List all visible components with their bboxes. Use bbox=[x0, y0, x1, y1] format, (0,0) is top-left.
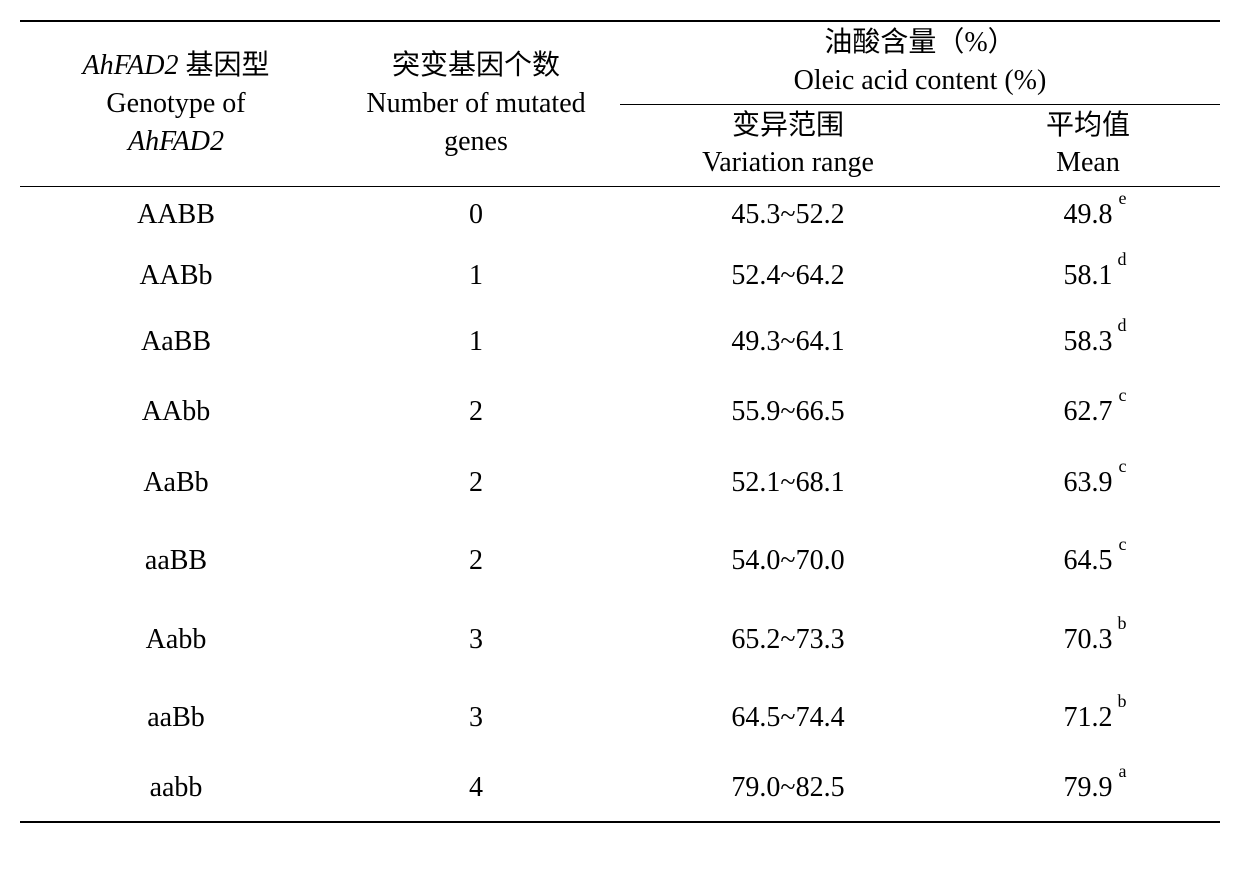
cell-mutated: 2 bbox=[332, 445, 620, 515]
cell-range: 52.1~68.1 bbox=[620, 445, 956, 515]
cell-range: 54.0~70.0 bbox=[620, 515, 956, 593]
cell-mean: 49.8 e bbox=[956, 187, 1220, 244]
mean-superscript: d bbox=[1118, 314, 1127, 337]
mean-value: 62.7 bbox=[1064, 396, 1113, 427]
cell-range: 64.5~74.4 bbox=[620, 672, 956, 750]
header-mean-en: Mean bbox=[956, 144, 1220, 186]
mean-value-wrapper: 58.3d bbox=[1064, 324, 1113, 360]
cell-range: 65.2~73.3 bbox=[620, 594, 956, 672]
mean-superscript: b bbox=[1118, 612, 1127, 635]
cell-genotype: aaBB bbox=[20, 515, 332, 593]
table-body: AABB045.3~52.249.8eAABb152.4~64.258.1dAa… bbox=[20, 187, 1220, 822]
cell-genotype: AaBb bbox=[20, 445, 332, 515]
cell-range: 49.3~64.1 bbox=[620, 304, 956, 374]
cell-mutated: 2 bbox=[332, 374, 620, 444]
table-row: Aabb365.2~73.3 70.3b bbox=[20, 594, 1220, 672]
table-row: aaBB254.0~70.0 64.5 c bbox=[20, 515, 1220, 593]
mean-value: 63.9 bbox=[1064, 467, 1113, 498]
mean-superscript: a bbox=[1119, 760, 1127, 783]
table-row: AaBb252.1~68.1 63.9 c bbox=[20, 445, 1220, 515]
cell-range: 55.9~66.5 bbox=[620, 374, 956, 444]
mean-superscript: b bbox=[1118, 690, 1127, 713]
mean-value-wrapper: 64.5c bbox=[1064, 543, 1113, 579]
mean-superscript: c bbox=[1119, 455, 1127, 478]
header-mutated: 突变基因个数 Number of mutated genes bbox=[332, 21, 620, 187]
mean-value: 71.2 bbox=[1064, 702, 1113, 733]
header-oleic-en: Oleic acid content (%) bbox=[620, 62, 1220, 104]
mean-superscript: d bbox=[1118, 248, 1127, 271]
header-genotype-cn: AhFAD2 基因型 bbox=[28, 47, 324, 85]
table-row: aaBb364.5~74.4 71.2b bbox=[20, 672, 1220, 750]
mean-value: 70.3 bbox=[1064, 624, 1113, 655]
header-mutated-en-2: genes bbox=[340, 123, 612, 161]
header-genotype: AhFAD2 基因型 Genotype of AhFAD2 bbox=[20, 21, 332, 187]
mean-value: 64.5 bbox=[1064, 545, 1113, 576]
table-header: AhFAD2 基因型 Genotype of AhFAD2 突变基因个数 Num… bbox=[20, 21, 1220, 187]
cell-mutated: 3 bbox=[332, 672, 620, 750]
cell-range: 45.3~52.2 bbox=[620, 187, 956, 244]
header-oleic-cn: 油酸含量（%） bbox=[620, 21, 1220, 62]
header-genotype-cn-suffix: 基因型 bbox=[178, 50, 269, 81]
cell-mutated: 1 bbox=[332, 244, 620, 304]
mean-value: 58.1 bbox=[1064, 260, 1113, 291]
cell-mean: 63.9 c bbox=[956, 445, 1220, 515]
header-mutated-en-1: Number of mutated bbox=[340, 85, 612, 123]
cell-genotype: AaBB bbox=[20, 304, 332, 374]
mean-value-wrapper: 62.7c bbox=[1064, 394, 1113, 430]
cell-mutated: 1 bbox=[332, 304, 620, 374]
cell-mutated: 2 bbox=[332, 515, 620, 593]
cell-mean: 64.5 c bbox=[956, 515, 1220, 593]
cell-genotype: aaBb bbox=[20, 672, 332, 750]
mean-value-wrapper: 63.9c bbox=[1064, 465, 1113, 501]
mean-superscript: e bbox=[1119, 187, 1127, 210]
header-mean-cn: 平均值 bbox=[956, 104, 1220, 144]
mean-value-wrapper: 49.8e bbox=[1064, 197, 1113, 233]
cell-mean: 58.3d bbox=[956, 304, 1220, 374]
cell-genotype: AAbb bbox=[20, 374, 332, 444]
table-row: AABb152.4~64.2 58.1d bbox=[20, 244, 1220, 304]
table-row: AABB045.3~52.2 49.8 e bbox=[20, 187, 1220, 244]
header-genotype-en-1: Genotype of bbox=[28, 85, 324, 123]
cell-genotype: Aabb bbox=[20, 594, 332, 672]
mean-value: 49.8 bbox=[1064, 199, 1113, 230]
cell-mean: 58.1d bbox=[956, 244, 1220, 304]
header-genotype-cn-italic: AhFAD2 bbox=[83, 50, 179, 81]
table-row: aabb479.0~82.5 79.9 a bbox=[20, 750, 1220, 821]
cell-range: 79.0~82.5 bbox=[620, 750, 956, 821]
cell-mutated: 0 bbox=[332, 187, 620, 244]
cell-mean: 70.3b bbox=[956, 594, 1220, 672]
header-range-cn: 变异范围 bbox=[620, 104, 956, 144]
table-row: AAbb255.9~66.5 62.7 c bbox=[20, 374, 1220, 444]
cell-range: 52.4~64.2 bbox=[620, 244, 956, 304]
cell-genotype: AABB bbox=[20, 187, 332, 244]
cell-mutated: 4 bbox=[332, 750, 620, 821]
mean-superscript: c bbox=[1119, 533, 1127, 556]
cell-mutated: 3 bbox=[332, 594, 620, 672]
cell-mean: 71.2b bbox=[956, 672, 1220, 750]
header-mutated-cn: 突变基因个数 bbox=[340, 47, 612, 85]
mean-value-wrapper: 58.1d bbox=[1064, 258, 1113, 294]
mean-value: 79.9 bbox=[1064, 772, 1113, 803]
mean-value-wrapper: 79.9a bbox=[1064, 770, 1113, 806]
header-range-en: Variation range bbox=[620, 144, 956, 186]
mean-value-wrapper: 71.2b bbox=[1064, 700, 1113, 736]
cell-mean: 79.9 a bbox=[956, 750, 1220, 821]
mean-superscript: c bbox=[1119, 384, 1127, 407]
cell-genotype: AABb bbox=[20, 244, 332, 304]
cell-genotype: aabb bbox=[20, 750, 332, 821]
cell-mean: 62.7 c bbox=[956, 374, 1220, 444]
header-genotype-en-2: AhFAD2 bbox=[28, 123, 324, 161]
genotype-oleic-table: AhFAD2 基因型 Genotype of AhFAD2 突变基因个数 Num… bbox=[20, 20, 1220, 823]
mean-value: 58.3 bbox=[1064, 326, 1113, 357]
table-row: AaBB149.3~64.1 58.3d bbox=[20, 304, 1220, 374]
mean-value-wrapper: 70.3b bbox=[1064, 622, 1113, 658]
